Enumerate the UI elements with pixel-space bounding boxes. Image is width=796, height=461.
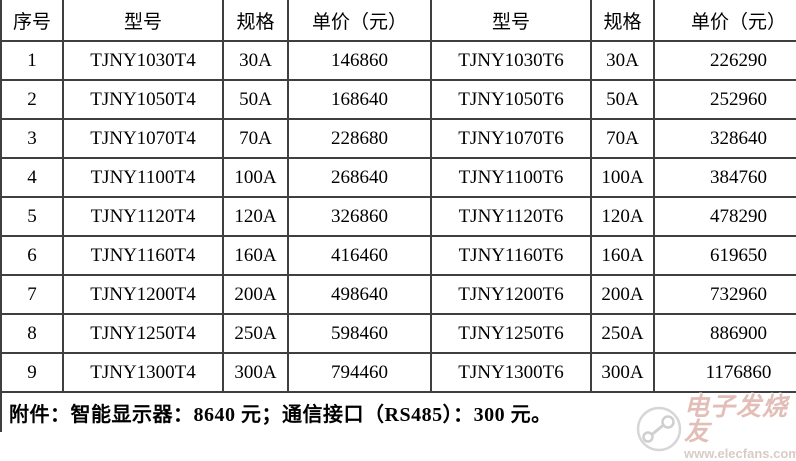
table-row: 8 TJNY1250T4 250A 598460 TJNY1250T6 250A 88690…: [0, 313, 796, 354]
table-cell: 100A: [590, 157, 655, 198]
table-row: 3 TJNY1070T4 70A 228680 TJNY1070T6 70A 328640: [0, 118, 796, 159]
table-cell: 2: [0, 79, 64, 120]
table-cell: TJNY1120T6: [430, 196, 592, 237]
table-cell: TJNY1100T4: [62, 157, 224, 198]
footer-row: 附件：智能显示器：8640 元；通信接口（RS485）：300 元。: [0, 391, 796, 432]
table-cell: 120A: [590, 196, 655, 237]
table-cell: TJNY1250T6: [430, 313, 592, 354]
table-cell: 416460: [287, 235, 432, 276]
table-cell: TJNY1200T6: [430, 274, 592, 315]
table-cell: 250A: [590, 313, 655, 354]
table-cell: 478290: [653, 196, 796, 237]
table-cell: 4: [0, 157, 64, 198]
column-header-model-2: 型号: [430, 0, 592, 42]
table-cell: TJNY1050T4: [62, 79, 224, 120]
table-cell: 598460: [287, 313, 432, 354]
table-cell: TJNY1300T6: [430, 352, 592, 393]
table-cell: 252960: [653, 79, 796, 120]
table-row: 9 TJNY1300T4 300A 794460 TJNY1300T6 300A 11768…: [0, 352, 796, 393]
table-cell: 5: [0, 196, 64, 237]
table-cell: 226290: [653, 40, 796, 81]
table-cell: 160A: [590, 235, 655, 276]
column-header-price-2: 单价（元）: [653, 0, 796, 42]
table-cell: 100A: [222, 157, 289, 198]
column-header-index: 序号: [0, 0, 64, 42]
column-header-spec-2: 规格: [590, 0, 655, 42]
attachment-note: 附件：智能显示器：8640 元；通信接口（RS485）：300 元。: [0, 391, 796, 432]
table-cell: 160A: [222, 235, 289, 276]
table-cell: TJNY1100T6: [430, 157, 592, 198]
table-row: 2 TJNY1050T4 50A 168640 TJNY1050T6 50A 252960: [0, 79, 796, 120]
watermark-site-url: www.elecfans.com: [684, 445, 796, 461]
table-cell: 732960: [653, 274, 796, 315]
table-cell: 9: [0, 352, 64, 393]
header-row: 序号 型号 规格 单价（元） 型号 规格 单价（元）: [0, 0, 796, 42]
table-cell: TJNY1030T4: [62, 40, 224, 81]
table-cell: 146860: [287, 40, 432, 81]
table-cell: 70A: [590, 118, 655, 159]
table-cell: TJNY1300T4: [62, 352, 224, 393]
table-cell: 50A: [590, 79, 655, 120]
table-cell: 7: [0, 274, 64, 315]
table-cell: 498640: [287, 274, 432, 315]
table-cell: TJNY1070T4: [62, 118, 224, 159]
table-row: 5 TJNY1120T4 120A 326860 TJNY1120T6 120A 47829…: [0, 196, 796, 237]
table-cell: TJNY1030T6: [430, 40, 592, 81]
table-row: 6 TJNY1160T4 160A 416460 TJNY1160T6 160A 61965…: [0, 235, 796, 276]
table-cell: 300A: [590, 352, 655, 393]
table-cell: 30A: [590, 40, 655, 81]
table-cell: 3: [0, 118, 64, 159]
table-cell: 8: [0, 313, 64, 354]
table-cell: 168640: [287, 79, 432, 120]
table-cell: 300A: [222, 352, 289, 393]
table-cell: 268640: [287, 157, 432, 198]
table-cell: TJNY1200T4: [62, 274, 224, 315]
table-cell: TJNY1160T6: [430, 235, 592, 276]
table-row: 7 TJNY1200T4 200A 498640 TJNY1200T6 200A 73296…: [0, 274, 796, 315]
table-body: 1 TJNY1030T4 30A 146860 TJNY1030T6 30A 226290 2…: [0, 40, 796, 393]
column-header-spec-1: 规格: [222, 0, 289, 42]
table-row: 1 TJNY1030T4 30A 146860 TJNY1030T6 30A 226290: [0, 40, 796, 81]
column-header-price-1: 单价（元）: [287, 0, 432, 42]
table-cell: 70A: [222, 118, 289, 159]
table-cell: 328640: [653, 118, 796, 159]
table-cell: 200A: [590, 274, 655, 315]
table-cell: 619650: [653, 235, 796, 276]
table-cell: TJNY1050T6: [430, 79, 592, 120]
column-header-model-1: 型号: [62, 0, 224, 42]
table-cell: TJNY1160T4: [62, 235, 224, 276]
table-cell: TJNY1070T6: [430, 118, 592, 159]
table-row: 4 TJNY1100T4 100A 268640 TJNY1100T6 100A 38476…: [0, 157, 796, 198]
table-cell: 326860: [287, 196, 432, 237]
table-cell: 1: [0, 40, 64, 81]
table-cell: 886900: [653, 313, 796, 354]
table-cell: 1176860: [653, 352, 796, 393]
table-cell: 30A: [222, 40, 289, 81]
table-cell: 120A: [222, 196, 289, 237]
table-cell: 50A: [222, 79, 289, 120]
table-cell: 384760: [653, 157, 796, 198]
price-table: 序号 型号 规格 单价（元） 型号 规格 单价（元） 1 TJNY1030T4 30…: [0, 0, 796, 432]
table-cell: 228680: [287, 118, 432, 159]
table-cell: TJNY1120T4: [62, 196, 224, 237]
table-cell: 6: [0, 235, 64, 276]
table-cell: 200A: [222, 274, 289, 315]
table-cell: 794460: [287, 352, 432, 393]
table-cell: TJNY1250T4: [62, 313, 224, 354]
table-cell: 250A: [222, 313, 289, 354]
